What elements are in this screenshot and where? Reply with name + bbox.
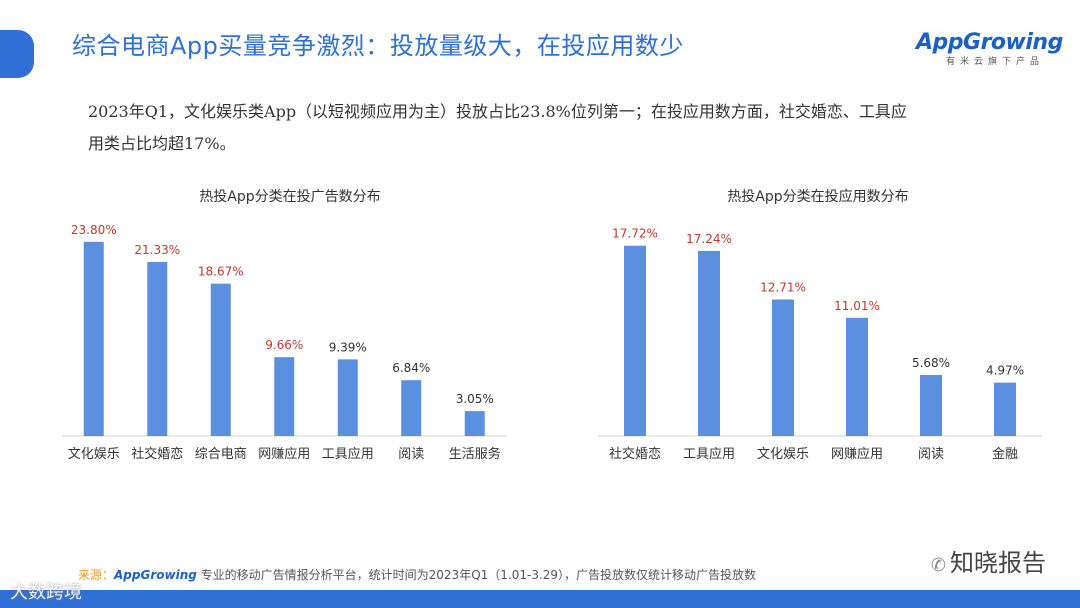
page-title: 综合电商App买量竞争激烈：投放量级大，在投应用数少 xyxy=(72,32,684,60)
value-label-5: 5.68% xyxy=(912,356,950,370)
bar-6 xyxy=(994,382,1016,436)
source-note: 来源：AppGrowing 专业的移动广告情报分析平台，统计时间为2023年Q1… xyxy=(78,566,756,583)
logo-text: AppGrowing xyxy=(916,30,1063,55)
category-label-4: 网赚应用 xyxy=(258,446,310,462)
value-label-3: 12.71% xyxy=(760,281,806,295)
bar-3 xyxy=(772,299,794,436)
category-label-1: 文化娱乐 xyxy=(68,447,120,462)
bar-chart-apps: 17.72% 社交婚恋 17.24% 工具应用 12.71% 文化娱乐 11.01% 网赚应用… xyxy=(598,227,1042,462)
category-label-7: 生活服务 xyxy=(449,446,501,462)
value-label-6: 6.84% xyxy=(392,361,430,375)
bar-5 xyxy=(337,359,358,436)
bar-5 xyxy=(920,375,942,436)
value-label-2: 17.24% xyxy=(686,232,732,246)
bar-6 xyxy=(401,380,422,436)
category-label-2: 社交婚恋 xyxy=(131,446,183,462)
source-text: 专业的移动广告情报分析平台，统计时间为2023年Q1（1.01-3.29），广告… xyxy=(200,568,757,582)
chart-title-ads: 热投App分类在投广告数分布 xyxy=(199,189,381,205)
source-brand: AppGrowing xyxy=(114,568,197,582)
watermark-left: 大数跨境 xyxy=(10,582,82,603)
source-label: 来源： xyxy=(78,568,115,582)
watermark-right: ✆ 知晓报告 xyxy=(931,543,1046,578)
appgrowing-logo: AppGrowing 有米云旗下产品 xyxy=(916,30,1063,74)
value-label-4: 9.66% xyxy=(265,338,303,352)
value-label-2: 21.33% xyxy=(134,243,180,257)
bar-3 xyxy=(210,283,231,436)
value-label-7: 3.05% xyxy=(456,392,494,406)
wechat-icon: ✆ xyxy=(930,555,946,576)
bar-2 xyxy=(698,250,720,436)
category-label-3: 综合电商 xyxy=(195,447,247,462)
bar-7 xyxy=(464,411,485,436)
category-label-1: 社交婚恋 xyxy=(609,446,661,462)
watermark-right-text: 知晓报告 xyxy=(950,549,1046,577)
value-label-1: 17.72% xyxy=(612,227,658,241)
category-label-5: 阅读 xyxy=(918,447,944,462)
value-label-4: 11.01% xyxy=(834,299,880,313)
title-accent-tab xyxy=(0,30,34,78)
summary-text: 2023年Q1，文化娱乐类App（以短视频应用为主）投放占比23.8%位列第一；… xyxy=(88,102,907,153)
bar-chart-ads: 23.80% 文化娱乐 21.33% 社交婚恋 18.67% 综合电商 9.66% 网赚应用 9… xyxy=(62,223,507,462)
bar-1 xyxy=(83,241,104,436)
bar-2 xyxy=(147,261,168,436)
value-label-5: 9.39% xyxy=(329,340,367,354)
category-label-5: 工具应用 xyxy=(322,446,374,462)
category-label-6: 阅读 xyxy=(398,447,424,462)
bar-4 xyxy=(274,357,295,436)
value-label-6: 4.97% xyxy=(986,364,1024,378)
category-label-4: 网赚应用 xyxy=(831,446,883,462)
category-label-2: 工具应用 xyxy=(683,446,735,462)
category-label-3: 文化娱乐 xyxy=(757,447,809,462)
chart-title-apps: 热投App分类在投应用数分布 xyxy=(727,189,909,205)
logo-subtitle: 有米云旗下产品 xyxy=(945,57,1044,67)
category-label-6: 金融 xyxy=(992,446,1018,462)
bar-4 xyxy=(846,317,868,436)
bottom-bar xyxy=(0,590,1080,608)
value-label-3: 18.67% xyxy=(198,265,244,279)
bar-1 xyxy=(624,245,646,436)
value-label-1: 23.80% xyxy=(71,223,117,237)
